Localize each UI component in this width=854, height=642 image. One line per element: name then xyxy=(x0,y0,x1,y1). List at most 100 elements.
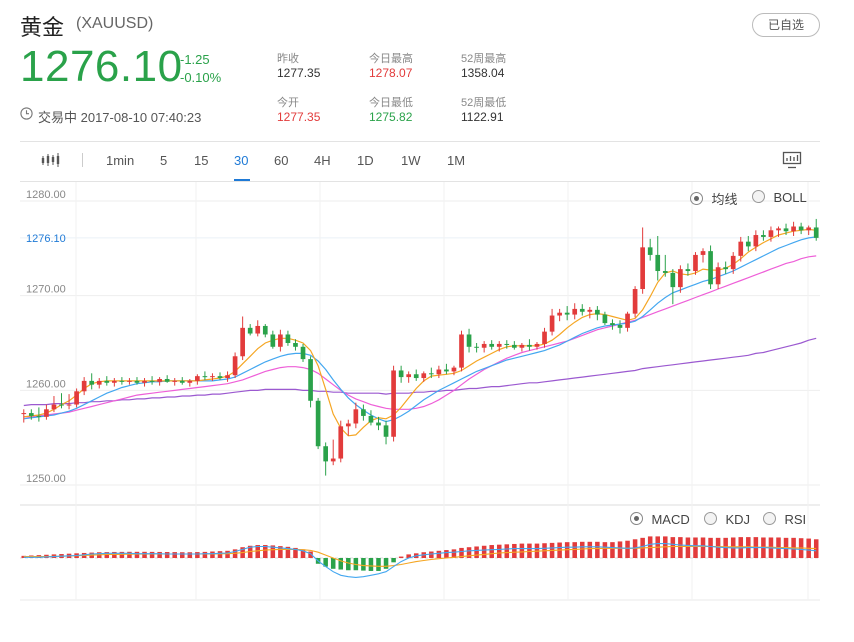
macd-histogram-bar xyxy=(617,541,623,558)
candle-body xyxy=(361,409,366,416)
indicator-toggle-rsi[interactable]: RSI xyxy=(763,511,806,529)
macd-histogram-bar xyxy=(625,540,630,558)
macd-histogram-bar xyxy=(187,552,193,558)
stat-day-low-value: 1275.82 xyxy=(369,110,413,124)
macd-histogram-bar xyxy=(134,551,140,558)
candle-body xyxy=(632,289,638,314)
macd-histogram-bar xyxy=(693,537,698,558)
macd-histogram-bar xyxy=(587,541,593,558)
candle-body xyxy=(602,314,608,324)
candle-body xyxy=(813,227,819,238)
macd-histogram-bar xyxy=(202,551,208,558)
macd-histogram-bar xyxy=(217,551,223,558)
macd-histogram-bar xyxy=(293,547,298,558)
candle-body xyxy=(383,425,389,437)
watchlist-button[interactable]: 已自选 xyxy=(752,13,820,37)
macd-histogram-bar xyxy=(149,551,155,558)
price-tick-label: 1260.00 xyxy=(26,378,66,390)
macd-histogram-bar xyxy=(263,545,268,558)
macd-histogram-bar xyxy=(489,545,494,558)
candle-body xyxy=(59,404,64,406)
timeframe-1w[interactable]: 1W xyxy=(401,153,421,168)
macd-histogram-bar xyxy=(610,542,615,558)
stat-open-label: 今开 xyxy=(277,97,299,109)
candle-body xyxy=(444,369,449,372)
candle-body xyxy=(640,247,645,290)
macd-histogram-bar xyxy=(112,551,117,558)
candle-body xyxy=(738,241,744,256)
candle-body xyxy=(693,254,698,272)
price-tick-label: 1270.00 xyxy=(26,284,66,296)
timeframe-15[interactable]: 15 xyxy=(194,153,209,168)
macd-histogram-bar xyxy=(580,541,585,558)
timeframe-30[interactable]: 30 xyxy=(234,153,249,168)
chart-area[interactable]: 1280.001270.001260.001250.001276.1009:30… xyxy=(20,181,822,619)
price-change-percent: -0.10% xyxy=(180,70,222,85)
timeframe-4h[interactable]: 4H xyxy=(314,153,331,168)
timeframe-1min[interactable]: 1min xyxy=(106,153,135,168)
stat-open-value: 1277.35 xyxy=(277,110,321,124)
candle-body xyxy=(255,325,261,334)
macd-histogram-bar xyxy=(210,551,215,558)
ma-line-ma4 xyxy=(23,337,817,407)
candle-body xyxy=(127,380,132,382)
macd-histogram-bar xyxy=(255,545,260,558)
macd-histogram-bar xyxy=(127,551,132,558)
indicator-toggle-boll[interactable]: BOLL xyxy=(752,189,807,207)
macd-histogram-bar xyxy=(21,555,27,558)
candle-body xyxy=(149,380,155,382)
stat-52w-high-value: 1358.04 xyxy=(461,66,505,80)
macd-dif-line xyxy=(23,543,817,578)
chart-settings-icon[interactable] xyxy=(782,151,802,169)
candlestick-type-icon[interactable] xyxy=(41,152,61,168)
timeframe-1m[interactable]: 1M xyxy=(447,153,466,168)
toolbar-divider xyxy=(20,141,820,142)
candle-body xyxy=(179,380,185,383)
macd-histogram-bar xyxy=(527,543,532,558)
macd-histogram-bar xyxy=(119,551,125,558)
price-tick-label: 1280.00 xyxy=(26,189,66,201)
stat-day-high-label: 今日最高 xyxy=(369,53,413,65)
candle-body xyxy=(685,269,691,272)
macd-histogram-bar xyxy=(157,551,162,558)
candle-body xyxy=(142,380,147,383)
indicator-toggle-kdj[interactable]: KDJ xyxy=(704,511,750,529)
indicator-toggle-macd[interactable]: MACD xyxy=(630,511,690,529)
stat-52w-low-value: 1122.91 xyxy=(461,110,504,124)
candle-body xyxy=(217,376,223,379)
stat-day-high-value: 1278.07 xyxy=(369,66,413,80)
macd-histogram-bar xyxy=(708,537,713,558)
candle-body xyxy=(262,325,268,335)
candle-body xyxy=(428,373,434,375)
macd-histogram-bar xyxy=(504,544,510,558)
macd-histogram-bar xyxy=(444,550,449,558)
macd-histogram-bar xyxy=(330,558,336,569)
candle-body xyxy=(187,380,193,383)
indicator-toggle-ma[interactable]: 均线 xyxy=(690,189,737,209)
candle-body xyxy=(557,312,562,316)
chart-canvas: 1280.001270.001260.001250.001276.1009:30… xyxy=(20,182,822,619)
radio-unselected-icon xyxy=(763,512,776,525)
timeframe-60[interactable]: 60 xyxy=(274,153,289,168)
candle-body xyxy=(21,413,27,415)
candle-body xyxy=(278,334,283,347)
macd-histogram-bar xyxy=(715,537,721,558)
timeframe-5[interactable]: 5 xyxy=(160,153,168,168)
candle-body xyxy=(293,343,298,347)
candle-body xyxy=(157,378,162,382)
candle-body xyxy=(96,380,102,385)
macd-histogram-bar xyxy=(142,551,147,558)
radio-unselected-icon xyxy=(704,512,717,525)
macd-histogram-bar xyxy=(451,549,457,558)
macd-histogram-bar xyxy=(308,551,313,558)
macd-histogram-bar xyxy=(195,552,200,558)
candle-body xyxy=(647,247,653,255)
ma-line-ma1 xyxy=(23,228,817,437)
candle-body xyxy=(112,380,117,383)
timeframe-1d[interactable]: 1D xyxy=(357,153,374,168)
candle-body xyxy=(134,380,140,383)
macd-histogram-bar xyxy=(496,544,502,558)
candle-body xyxy=(481,343,487,348)
active-timeframe-indicator xyxy=(234,179,250,181)
ma-line-ma3 xyxy=(23,255,817,418)
